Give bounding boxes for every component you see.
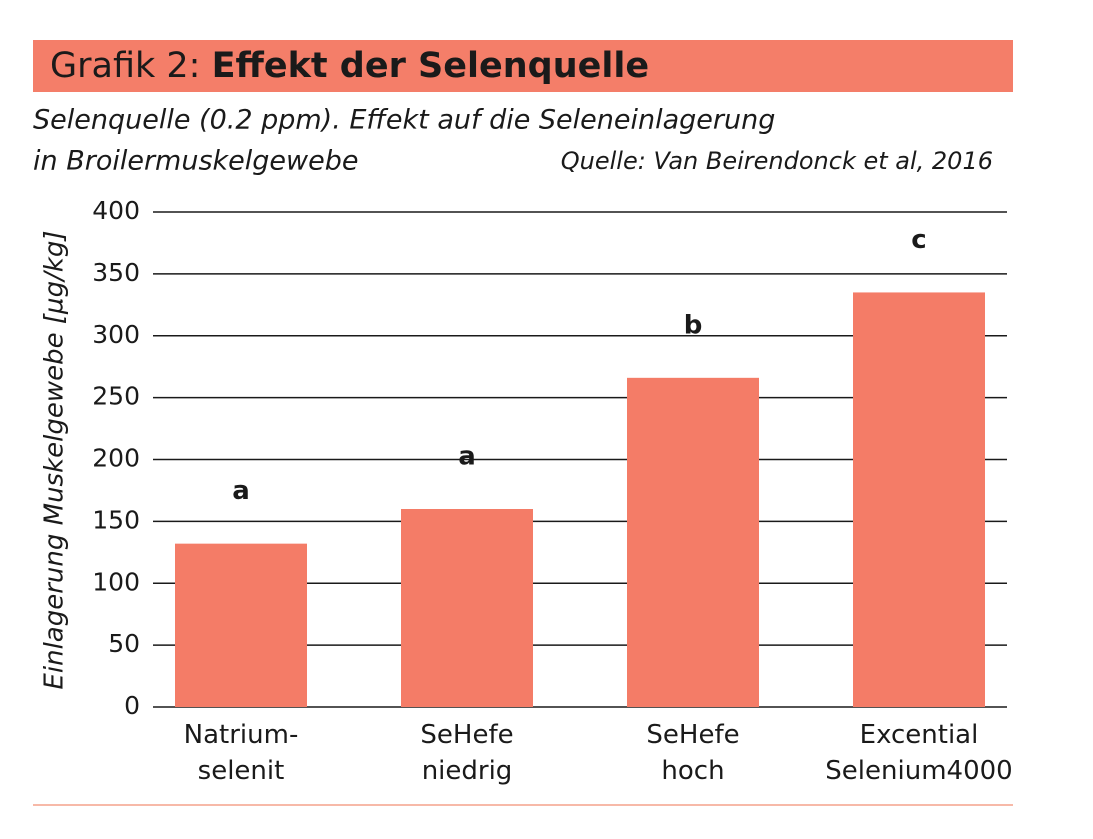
annotation: a <box>232 476 250 506</box>
title-prefix: Grafik 2: <box>50 46 200 86</box>
x-tick-label: SeHefe niedrig <box>420 720 513 786</box>
subtitle: in Broilermuskelgewebe <box>33 146 358 177</box>
y-tick-label: 100 <box>92 567 140 596</box>
subtitle: Selenquelle (0.2 ppm). Effekt auf die Se… <box>33 105 775 136</box>
y-tick-label: 400 <box>92 196 140 225</box>
title-bar <box>33 40 1013 92</box>
annotation: b <box>684 310 703 340</box>
x-tick-line: Natrium- <box>184 720 299 750</box>
annotation: a <box>458 442 476 472</box>
y-tick-label: 250 <box>92 382 140 411</box>
bar <box>175 543 307 707</box>
x-tick-line: niedrig <box>422 756 513 786</box>
x-tick-line: selenit <box>198 756 285 786</box>
x-tick-line: Selenium4000 <box>825 756 1012 786</box>
bar <box>627 377 759 707</box>
y-tick-label: 0 <box>124 691 140 720</box>
y-tick-label: 150 <box>92 505 140 534</box>
chart-title: Grafik 2: Effekt der Selenquelle <box>50 46 649 86</box>
source: Quelle: Van Beirendonck et al, 2016 <box>561 147 993 175</box>
x-tick-label: Natrium-selenit <box>184 720 299 786</box>
y-axis-label: Einlagerung Muskelgewebe [µg/kg] <box>40 230 70 689</box>
x-tick-label: Excential Selenium4000 <box>825 720 1012 786</box>
bar <box>401 509 533 707</box>
y-tick-label: 350 <box>92 258 140 287</box>
x-tick-line: hoch <box>661 756 724 786</box>
y-tick-label: 50 <box>108 629 140 658</box>
x-tick-line: SeHefe <box>420 720 513 750</box>
x-tick-label: SeHefe hoch <box>646 720 739 786</box>
annotation: c <box>911 225 926 255</box>
y-tick-label: 200 <box>92 444 140 473</box>
title-main: Effekt der Selenquelle <box>212 46 649 86</box>
y-tick-label: 300 <box>92 320 140 349</box>
x-tick-line: SeHefe <box>646 720 739 750</box>
bar <box>853 292 985 707</box>
x-tick-line: Excential <box>860 720 979 750</box>
